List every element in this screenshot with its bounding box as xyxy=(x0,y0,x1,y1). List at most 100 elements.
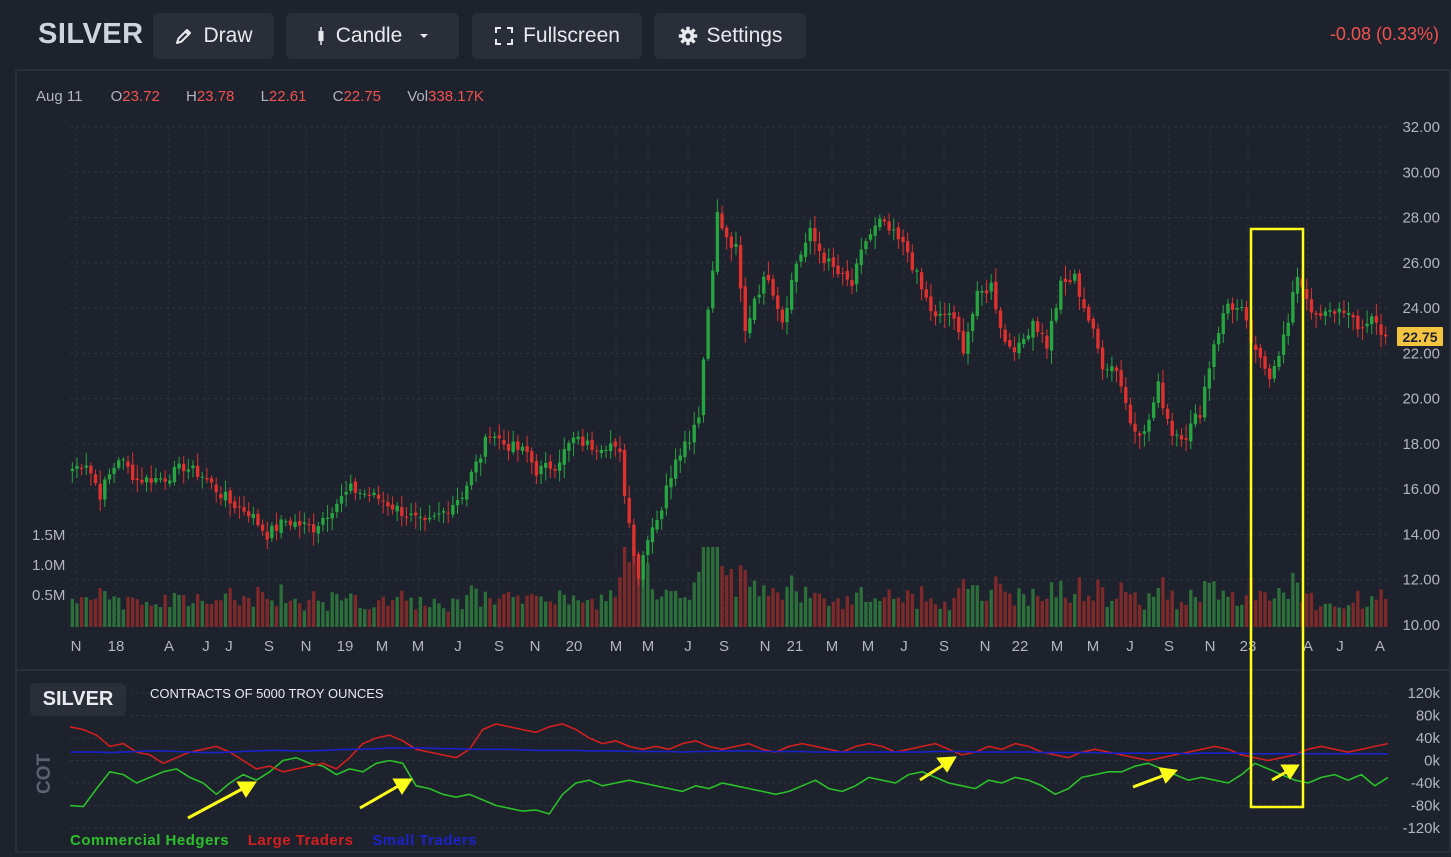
volume-bar xyxy=(975,585,979,627)
candle-body xyxy=(595,450,599,452)
candle-dropdown[interactable]: Candle xyxy=(286,13,459,59)
candle-body xyxy=(534,461,539,476)
volume-bar xyxy=(469,585,474,627)
candle-body xyxy=(390,504,395,510)
volume-bar xyxy=(121,609,126,627)
volume-bar xyxy=(149,605,153,627)
volume-bar xyxy=(418,596,423,627)
volume-bar xyxy=(1240,604,1244,627)
highlight-box xyxy=(1249,227,1305,809)
volume-bar xyxy=(854,592,859,627)
candle-body xyxy=(1351,314,1355,318)
arrow-annotation xyxy=(1132,773,1166,789)
candle-body xyxy=(664,485,669,509)
fullscreen-button[interactable]: Fullscreen xyxy=(472,13,642,59)
candle-body xyxy=(293,521,297,527)
volume-bar xyxy=(892,598,896,627)
time-tick-label: J xyxy=(1336,638,1344,655)
candle-body xyxy=(182,463,186,472)
candle-body xyxy=(1314,313,1318,315)
volume-bar xyxy=(265,598,269,627)
settings-button[interactable]: Settings xyxy=(654,13,806,59)
candle-body xyxy=(938,313,942,316)
open-value: 23.72 xyxy=(122,88,160,105)
volume-bar xyxy=(1295,582,1300,627)
draw-button[interactable]: Draw xyxy=(153,13,274,59)
volume-bar xyxy=(446,611,450,627)
candle-body xyxy=(683,441,687,458)
volume-bar xyxy=(520,603,525,627)
volume-bar xyxy=(878,600,882,627)
price-tick-label: 32.00 xyxy=(1402,119,1440,136)
candle-body xyxy=(265,531,269,540)
volume-bar xyxy=(919,586,924,627)
candle-body xyxy=(284,521,288,523)
candle-body xyxy=(1063,278,1068,283)
candle-body xyxy=(372,492,376,496)
candle-body xyxy=(678,455,682,461)
volume-bar xyxy=(177,595,181,627)
candle-body xyxy=(557,462,562,471)
volume-bar xyxy=(618,577,622,627)
volume-bar xyxy=(1272,598,1276,627)
volume-bar xyxy=(117,597,121,627)
time-tick-label: J xyxy=(1126,638,1134,655)
candle-body xyxy=(803,242,808,257)
volume-bar xyxy=(906,590,910,627)
volume-bar xyxy=(298,603,302,627)
volume-bar xyxy=(650,589,655,627)
candle-body xyxy=(1156,381,1160,403)
volume-bar xyxy=(455,599,460,627)
arrow-annotation xyxy=(1271,769,1289,782)
candle-body xyxy=(697,417,701,424)
candle-body xyxy=(302,522,307,524)
annotations xyxy=(187,227,1305,820)
legend-large-traders: Large Traders xyxy=(247,832,354,849)
volume-bar xyxy=(1165,599,1170,627)
volume-bar xyxy=(738,565,743,627)
candle-body xyxy=(627,497,631,524)
candle-body xyxy=(474,461,478,473)
time-tick-label: M xyxy=(1051,638,1064,655)
volume-bar xyxy=(112,596,116,627)
candle-body xyxy=(279,519,283,534)
candle-body xyxy=(933,311,938,317)
time-tick-label: A xyxy=(1303,638,1313,655)
candle-body xyxy=(168,480,172,484)
candle-body xyxy=(1165,408,1170,419)
volume-bar xyxy=(256,586,260,627)
volume-bar xyxy=(497,598,501,627)
volume-bar xyxy=(952,597,956,627)
candle-body xyxy=(381,500,385,502)
candle-body xyxy=(418,516,423,518)
candle-body xyxy=(562,449,566,465)
volume-bar xyxy=(511,597,515,627)
candle-body xyxy=(882,219,887,222)
candle-body xyxy=(576,436,580,440)
volume-bar xyxy=(1179,602,1184,627)
time-tick-label: S xyxy=(264,638,274,655)
candle-body xyxy=(1017,342,1021,354)
time-tick-label: S xyxy=(719,638,729,655)
volume-bar xyxy=(1175,609,1179,627)
cot-legend: Commercial Hedgers Large Traders Small T… xyxy=(70,832,477,849)
candle-body xyxy=(1114,367,1119,371)
volume-bar xyxy=(669,591,673,627)
volume-bar xyxy=(502,593,506,627)
candle-body xyxy=(984,290,989,294)
candle-body xyxy=(316,526,320,534)
time-tick-label: M xyxy=(1087,638,1100,655)
cot-title: CONTRACTS OF 5000 TROY OUNCES xyxy=(150,686,384,701)
open-label: O xyxy=(110,88,123,105)
volume-value: 338.17K xyxy=(428,88,484,105)
candle-body xyxy=(1184,438,1188,440)
candle-body xyxy=(270,525,274,539)
volume-bar xyxy=(363,609,367,627)
candle-body xyxy=(604,449,608,451)
volume-bar xyxy=(367,609,372,627)
top-toolbar: SILVER Draw Candle Fullscreen Settings -… xyxy=(0,0,1451,70)
price-change: -0.08 (0.33%) xyxy=(1329,24,1439,44)
candle-body xyxy=(1263,356,1267,369)
candle-body xyxy=(339,495,344,504)
